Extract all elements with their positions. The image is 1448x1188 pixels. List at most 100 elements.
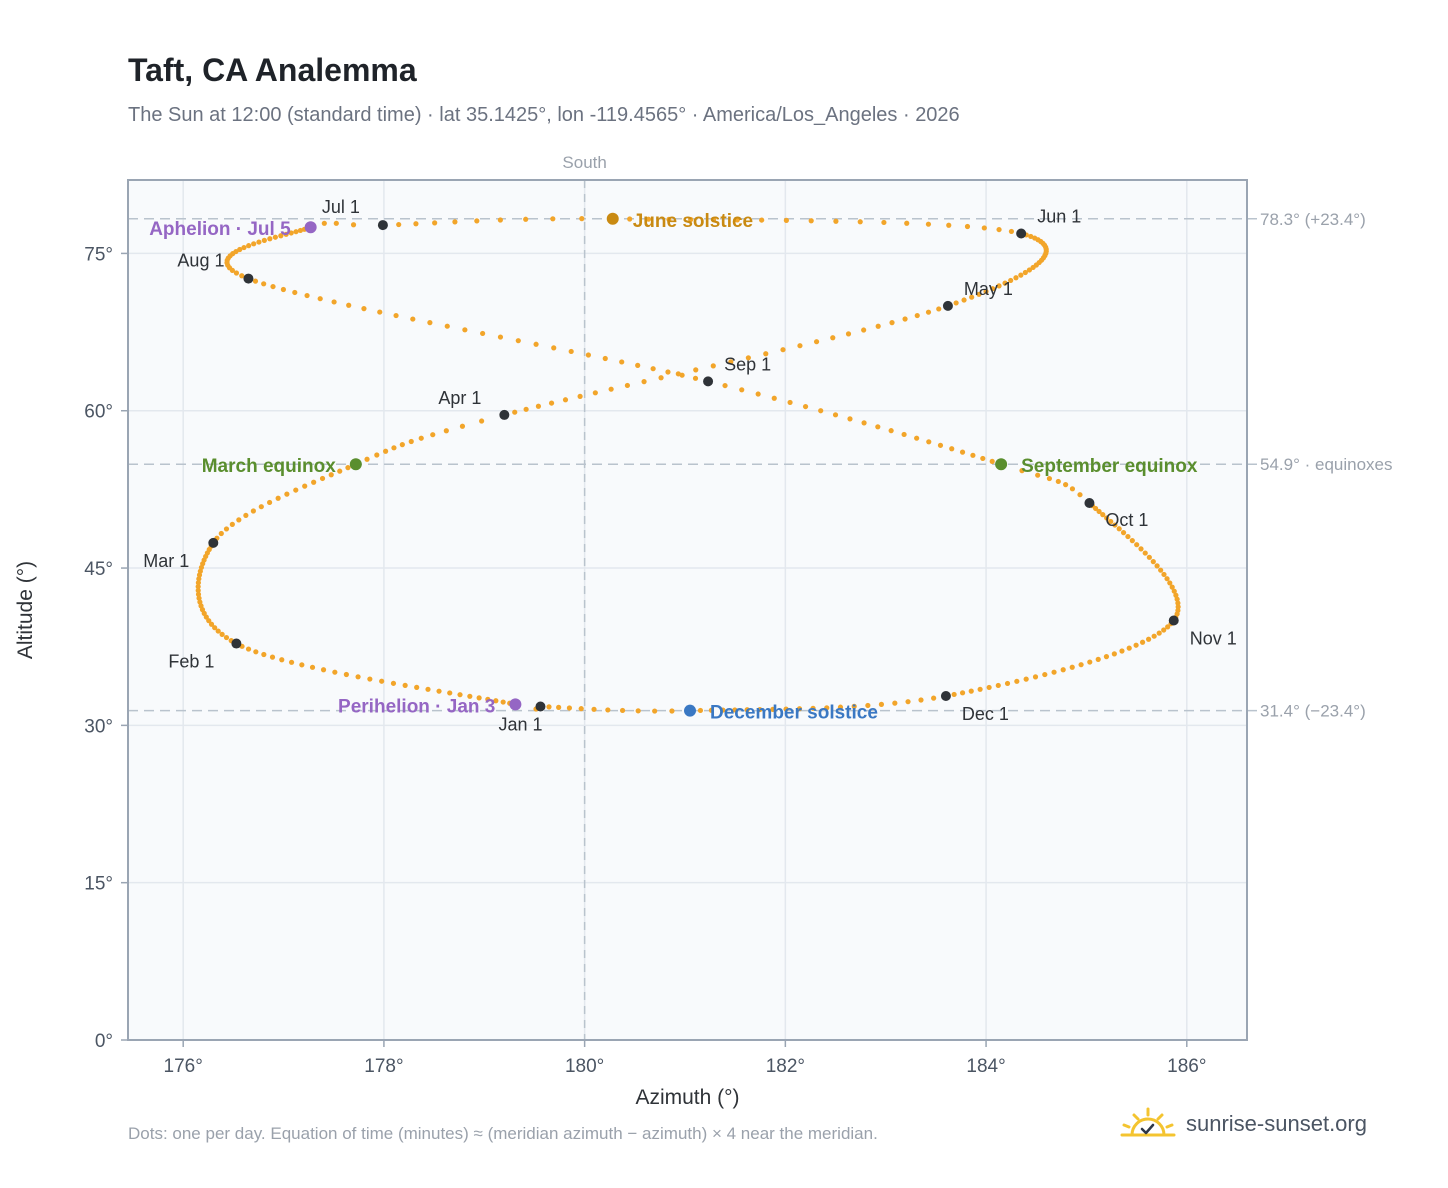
daily-point <box>208 621 215 627</box>
month-label: Jan 1 <box>498 714 542 734</box>
daily-point <box>280 286 287 293</box>
daily-point <box>878 701 885 707</box>
daily-point <box>390 680 397 686</box>
daily-point <box>1069 486 1076 492</box>
daily-point <box>937 442 944 448</box>
daily-point <box>1111 651 1117 657</box>
event-label: Aphelion · Jul 5 <box>149 219 291 240</box>
daily-point <box>497 334 504 340</box>
daily-point <box>1134 542 1140 548</box>
daily-point <box>319 475 326 482</box>
daily-point <box>980 455 986 462</box>
daily-point <box>284 491 290 497</box>
daily-point <box>293 229 299 235</box>
reference-line-label: 78.3° (+23.4°) <box>1260 210 1366 229</box>
daily-point <box>995 682 1001 689</box>
daily-point <box>1026 267 1033 273</box>
daily-point <box>432 220 438 226</box>
y-axis-ticks: 0° 15° 30° 45° 60° 75° <box>84 244 128 1052</box>
daily-point <box>266 499 273 506</box>
daily-point <box>497 217 503 223</box>
daily-point <box>218 530 224 537</box>
daily-point <box>734 217 740 223</box>
daily-point <box>233 270 240 276</box>
daily-point <box>579 216 585 222</box>
daily-point <box>485 696 491 702</box>
daily-point <box>813 339 820 345</box>
daily-point <box>361 306 367 312</box>
footnote: Dots: one per day. Equation of time (min… <box>128 1124 878 1143</box>
reference-line-label: 54.9° · equinoxes <box>1260 455 1393 474</box>
daily-point <box>355 674 361 680</box>
daily-point <box>901 431 907 438</box>
daily-point <box>1116 526 1122 532</box>
month-markers: Jan 1 Feb 1 Mar 1 Apr 1 May 1 Jun 1 Jul 1 Aug 1… <box>143 197 1236 734</box>
month-marker <box>535 701 546 712</box>
daily-point <box>288 230 294 236</box>
daily-point <box>627 216 633 222</box>
daily-point <box>722 382 728 389</box>
plot-frame <box>127 179 1248 1041</box>
daily-point <box>1087 659 1093 665</box>
x-tick-label: 180° <box>565 1056 604 1077</box>
daily-point <box>1008 228 1015 235</box>
daily-point <box>195 587 201 594</box>
event-label: June solstice <box>633 211 753 232</box>
daily-point <box>250 508 256 514</box>
daily-point <box>861 420 867 426</box>
daily-point <box>223 526 230 532</box>
daily-point <box>889 320 895 326</box>
daily-point <box>512 409 518 415</box>
daily-point <box>732 707 738 713</box>
daily-point <box>645 216 652 222</box>
daily-point <box>261 237 267 243</box>
daily-point <box>969 294 975 300</box>
daily-point <box>258 504 264 510</box>
daily-point <box>364 456 370 462</box>
x-tick-label: 178° <box>364 1056 403 1077</box>
daily-point <box>949 446 955 452</box>
month-marker <box>208 537 219 548</box>
daily-point <box>556 704 562 710</box>
daily-point <box>379 678 385 684</box>
y-tick-label: 60° <box>84 402 113 423</box>
daily-point <box>241 244 247 251</box>
daily-point <box>1129 538 1135 544</box>
daily-point <box>337 468 343 474</box>
daily-point <box>875 424 881 430</box>
y-tick-label: 0° <box>95 1031 113 1052</box>
daily-point <box>888 428 894 434</box>
daily-point <box>1173 592 1179 598</box>
daily-point <box>396 221 402 228</box>
daily-point <box>658 375 664 381</box>
daily-point <box>1125 533 1131 540</box>
daily-point <box>783 217 789 223</box>
month-marker <box>499 409 510 420</box>
daily-point <box>239 273 245 279</box>
daily-point <box>480 330 486 337</box>
daily-point <box>1096 508 1102 515</box>
daily-point <box>272 234 278 240</box>
daily-point <box>1100 512 1106 518</box>
month-marker <box>1016 228 1027 239</box>
daily-point <box>1069 664 1075 670</box>
x-axis-ticks: 176° 178° 180° 182° 184° 186° <box>164 1040 1206 1077</box>
daily-point <box>892 700 898 706</box>
event-label: December solstice <box>710 703 878 724</box>
daily-point <box>1161 571 1167 578</box>
daily-point <box>688 216 694 223</box>
daily-point <box>302 483 308 489</box>
brand[interactable]: sunrise-sunset.org <box>1120 1104 1367 1144</box>
month-marker <box>940 691 951 701</box>
month-label: Jun 1 <box>1037 206 1081 226</box>
daily-point <box>757 706 763 713</box>
daily-point <box>229 267 235 273</box>
daily-point <box>619 359 625 365</box>
daily-point <box>1154 563 1160 569</box>
daily-point <box>467 693 473 699</box>
daily-point <box>283 231 289 237</box>
daily-point <box>320 667 327 673</box>
daily-point <box>515 338 521 344</box>
daily-point <box>317 296 323 302</box>
